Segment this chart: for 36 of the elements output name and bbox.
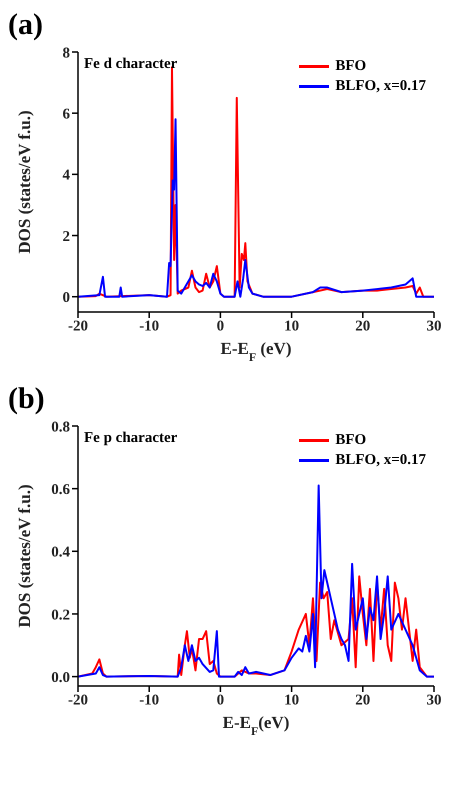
x-tick-label: 20 bbox=[355, 318, 370, 335]
x-axis-title: E-E$_{F}$(eV) bbox=[222, 713, 290, 738]
x-tick-label: -20 bbox=[68, 318, 88, 335]
y-tick-label: 0.2 bbox=[51, 607, 70, 624]
x-tick-label: 10 bbox=[284, 318, 300, 335]
x-tick-label: 0 bbox=[216, 692, 224, 709]
x-tick-label: -10 bbox=[139, 318, 160, 335]
line-series bbox=[78, 118, 434, 298]
y-tick-label: 0.6 bbox=[51, 482, 70, 498]
annotation: Fe p character bbox=[84, 430, 178, 447]
y-tick-label: 6 bbox=[62, 106, 70, 122]
x-tick-label: 10 bbox=[284, 692, 300, 709]
chart-title: (a) bbox=[8, 8, 44, 42]
y-axis-title: DOS (states/eV f.u.) bbox=[15, 484, 34, 628]
y-tick-label: 4 bbox=[62, 168, 70, 184]
y-tick-label: 0.4 bbox=[51, 544, 70, 561]
legend-label: BFO bbox=[335, 431, 366, 450]
x-tick-label: 30 bbox=[426, 318, 442, 335]
y-tick-label: 2 bbox=[62, 228, 70, 245]
legend-label: BLFO, x=0.17 bbox=[335, 77, 426, 96]
y-axis-title: DOS (states/eV f.u.) bbox=[15, 110, 34, 254]
x-tick-label: 0 bbox=[216, 318, 224, 335]
y-tick-label: 8 bbox=[62, 45, 70, 62]
y-tick-label: 0.8 bbox=[51, 419, 70, 436]
x-axis-title: E-E$_{F}$ (eV) bbox=[220, 339, 292, 364]
x-tick-label: -20 bbox=[68, 692, 88, 709]
x-tick-label: -10 bbox=[139, 692, 160, 709]
legend-label: BLFO, x=0.17 bbox=[335, 451, 426, 470]
line-series bbox=[78, 484, 434, 678]
x-tick-label: 20 bbox=[355, 692, 370, 709]
chart-title: (b) bbox=[8, 382, 46, 416]
x-tick-label: 30 bbox=[426, 692, 442, 709]
legend-label: BFO bbox=[335, 57, 366, 76]
annotation: Fe d character bbox=[84, 56, 178, 73]
y-tick-label: 0 bbox=[62, 290, 70, 306]
y-tick-label: 0.0 bbox=[51, 670, 70, 686]
